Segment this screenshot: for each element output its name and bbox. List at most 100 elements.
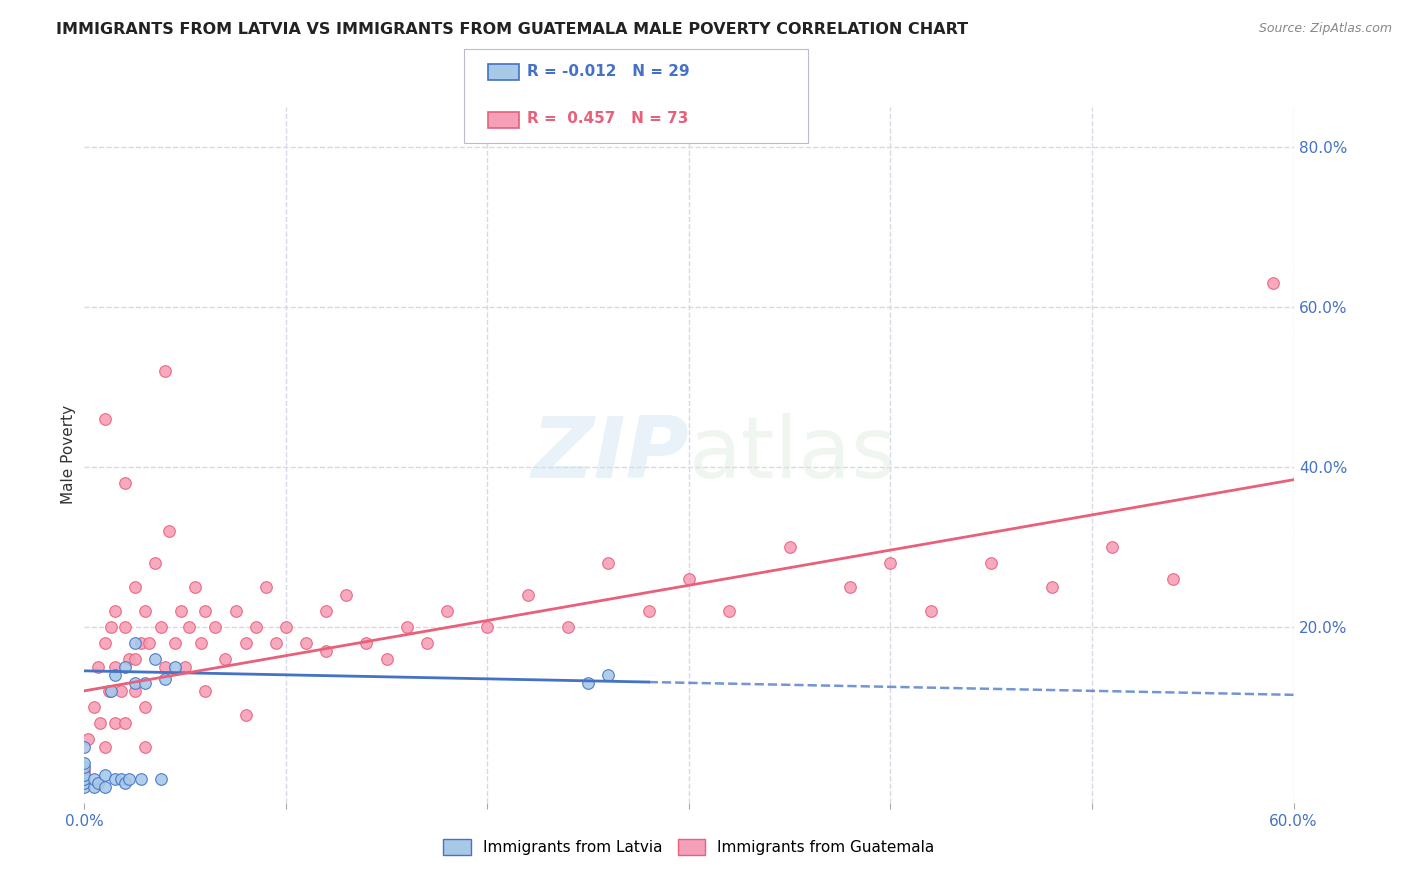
Point [235, 707, 257, 722]
Point [254, 580, 277, 594]
Point [89, 715, 111, 730]
Point [153, 364, 176, 378]
Point [110, 772, 132, 786]
Point [73, 768, 96, 782]
Point [214, 652, 236, 666]
Point [124, 652, 146, 666]
Point [124, 580, 146, 594]
Text: atlas: atlas [689, 413, 897, 497]
Point [100, 683, 122, 698]
Point [104, 772, 127, 786]
Point [73, 756, 96, 770]
Point [416, 636, 439, 650]
Point [179, 620, 201, 634]
Point [114, 475, 136, 490]
Point [1040, 580, 1063, 594]
Point [375, 652, 398, 666]
Point [1101, 540, 1123, 554]
Point [110, 683, 132, 698]
Point [93, 768, 115, 782]
Text: R = -0.012   N = 29: R = -0.012 N = 29 [527, 64, 690, 78]
Point [157, 524, 180, 538]
Point [879, 556, 901, 570]
Point [274, 620, 297, 634]
Point [143, 556, 166, 570]
Point [1263, 276, 1285, 290]
Point [194, 683, 217, 698]
Text: R =  0.457   N = 73: R = 0.457 N = 73 [527, 112, 689, 126]
Point [73, 772, 96, 786]
Point [73, 764, 96, 778]
Point [104, 660, 127, 674]
Point [124, 683, 146, 698]
Point [165, 660, 187, 674]
Point [557, 620, 579, 634]
Point [184, 580, 207, 594]
Point [143, 652, 166, 666]
Point [516, 588, 538, 602]
Point [104, 604, 127, 618]
Point [134, 739, 156, 754]
Point [73, 776, 96, 790]
Point [477, 620, 499, 634]
Point [436, 604, 458, 618]
Point [153, 672, 176, 686]
Text: Source: ZipAtlas.com: Source: ZipAtlas.com [1258, 22, 1392, 36]
Point [87, 776, 110, 790]
Point [194, 604, 217, 618]
Point [980, 556, 1002, 570]
Y-axis label: Male Poverty: Male Poverty [60, 405, 76, 505]
Point [87, 660, 110, 674]
Point [356, 636, 378, 650]
Point [204, 620, 226, 634]
Point [165, 636, 187, 650]
Point [134, 676, 156, 690]
Point [118, 772, 141, 786]
Point [315, 604, 337, 618]
Point [245, 620, 267, 634]
Legend: Immigrants from Latvia, Immigrants from Guatemala: Immigrants from Latvia, Immigrants from … [437, 833, 941, 862]
Point [190, 636, 212, 650]
Point [395, 620, 418, 634]
Point [149, 620, 172, 634]
Point [153, 660, 176, 674]
Point [149, 772, 172, 786]
Point [114, 715, 136, 730]
Point [637, 604, 659, 618]
Point [104, 715, 127, 730]
Point [73, 780, 96, 794]
Point [295, 636, 318, 650]
Point [83, 780, 105, 794]
Point [93, 739, 115, 754]
Point [93, 412, 115, 426]
Point [718, 604, 741, 618]
Point [779, 540, 801, 554]
Point [134, 699, 156, 714]
Point [839, 580, 862, 594]
Point [235, 636, 257, 650]
Point [598, 668, 620, 682]
Point [1161, 572, 1184, 586]
Point [100, 620, 122, 634]
Point [73, 760, 96, 774]
Point [124, 636, 146, 650]
Point [83, 699, 105, 714]
Point [598, 556, 620, 570]
Point [225, 604, 247, 618]
Point [114, 660, 136, 674]
Point [93, 636, 115, 650]
Text: IMMIGRANTS FROM LATVIA VS IMMIGRANTS FROM GUATEMALA MALE POVERTY CORRELATION CHA: IMMIGRANTS FROM LATVIA VS IMMIGRANTS FRO… [56, 22, 969, 37]
Point [170, 604, 193, 618]
Point [129, 636, 152, 650]
Point [576, 676, 599, 690]
Point [83, 772, 105, 786]
Point [104, 668, 127, 682]
Point [114, 620, 136, 634]
Point [134, 604, 156, 618]
Point [264, 636, 287, 650]
Point [114, 776, 136, 790]
Point [315, 644, 337, 658]
Point [124, 676, 146, 690]
Point [73, 739, 96, 754]
Point [129, 772, 152, 786]
